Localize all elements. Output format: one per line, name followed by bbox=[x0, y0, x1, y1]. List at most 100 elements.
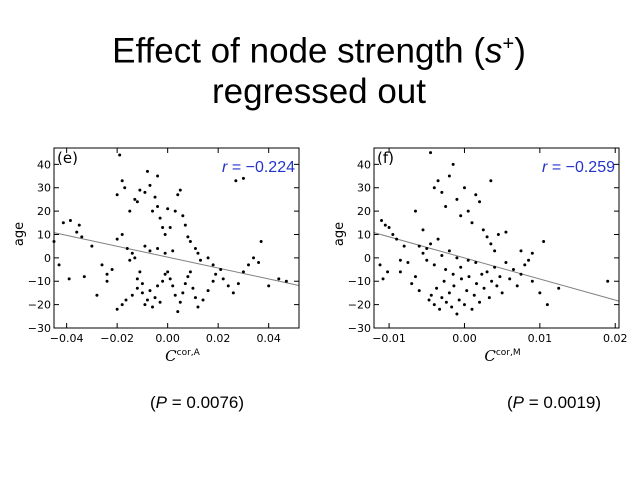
data-point bbox=[135, 277, 139, 281]
data-point bbox=[391, 232, 395, 236]
data-point bbox=[178, 300, 182, 304]
data-point bbox=[135, 286, 139, 290]
data-point bbox=[252, 256, 256, 260]
slide-title-line-2: regressed out bbox=[211, 71, 427, 111]
data-point bbox=[398, 270, 402, 274]
data-point bbox=[481, 228, 485, 232]
x-axis-label-main: C bbox=[484, 347, 496, 365]
data-point bbox=[447, 249, 451, 253]
data-point bbox=[206, 289, 210, 293]
x-tick-label: −0.01 bbox=[372, 332, 406, 345]
data-point bbox=[221, 277, 225, 281]
data-point bbox=[67, 277, 71, 281]
data-point bbox=[421, 251, 425, 255]
title-prefix: Effect of node strength ( bbox=[112, 31, 486, 71]
data-point bbox=[120, 179, 124, 183]
data-point bbox=[413, 209, 417, 213]
data-point bbox=[465, 289, 469, 293]
data-point bbox=[425, 258, 429, 262]
data-point bbox=[530, 279, 534, 283]
data-point bbox=[143, 303, 147, 307]
data-point bbox=[504, 261, 508, 265]
data-point bbox=[163, 272, 167, 276]
data-point bbox=[487, 296, 491, 300]
data-point bbox=[386, 270, 390, 274]
data-point bbox=[171, 249, 175, 253]
data-point bbox=[158, 300, 162, 304]
data-point bbox=[68, 218, 72, 222]
slide-title-line-1: Effect of node strength (s+) bbox=[0, 24, 638, 72]
x-tick-label: 0.00 bbox=[452, 332, 477, 345]
data-point bbox=[75, 230, 79, 234]
data-point bbox=[440, 296, 444, 300]
data-point bbox=[427, 298, 431, 302]
data-point bbox=[493, 265, 497, 269]
data-point bbox=[413, 275, 417, 279]
data-point bbox=[236, 282, 240, 286]
data-point bbox=[432, 186, 436, 190]
data-point bbox=[467, 275, 471, 279]
r-annotation: r = −0.224 bbox=[222, 159, 295, 176]
x-axis-label: Ccor,A bbox=[165, 347, 201, 365]
x-tick-label: 0.00 bbox=[155, 332, 180, 345]
data-point bbox=[257, 261, 261, 265]
data-point bbox=[480, 272, 484, 276]
data-point bbox=[57, 263, 61, 267]
y-axis-label: age bbox=[12, 222, 27, 246]
p-rest-left: = 0.0076) bbox=[167, 393, 245, 412]
data-point bbox=[61, 221, 65, 225]
data-point bbox=[77, 223, 81, 227]
data-point bbox=[557, 286, 561, 290]
x-tick-label: −0.04 bbox=[50, 332, 84, 345]
data-point bbox=[259, 240, 263, 244]
data-point bbox=[284, 279, 288, 283]
data-point bbox=[378, 263, 382, 267]
data-point bbox=[234, 179, 238, 183]
data-point bbox=[161, 279, 165, 283]
data-point bbox=[495, 284, 499, 288]
data-point bbox=[440, 190, 444, 194]
p-value-left: (P = 0.0076) bbox=[150, 393, 244, 413]
y-tick-label: 20 bbox=[37, 205, 51, 218]
p-symbol-left: P bbox=[155, 393, 168, 412]
data-point bbox=[153, 195, 157, 199]
data-point bbox=[156, 284, 160, 288]
data-point bbox=[478, 200, 482, 204]
data-point bbox=[489, 179, 493, 183]
data-point bbox=[432, 303, 436, 307]
data-point bbox=[120, 303, 124, 307]
data-point bbox=[406, 261, 410, 265]
p-open-left: ( bbox=[150, 393, 156, 412]
data-point bbox=[188, 270, 192, 274]
data-point bbox=[474, 261, 478, 265]
data-point bbox=[120, 232, 124, 236]
data-point bbox=[246, 263, 250, 267]
data-point bbox=[115, 237, 119, 241]
y-tick-label: 0 bbox=[44, 252, 51, 265]
data-point bbox=[478, 300, 482, 304]
data-point bbox=[128, 209, 132, 213]
regression-line bbox=[53, 232, 300, 286]
data-point bbox=[459, 277, 463, 281]
data-point bbox=[241, 176, 245, 180]
data-point bbox=[171, 284, 175, 288]
y-tick-label: −30 bbox=[28, 322, 51, 335]
data-point bbox=[523, 263, 527, 267]
data-point bbox=[226, 284, 230, 288]
data-point bbox=[166, 270, 170, 274]
data-point bbox=[490, 279, 494, 283]
data-point bbox=[196, 305, 200, 309]
data-point bbox=[429, 151, 433, 155]
y-tick-label: 30 bbox=[357, 182, 371, 195]
data-point bbox=[462, 186, 466, 190]
y-tick-label: 20 bbox=[357, 205, 371, 218]
data-point bbox=[402, 244, 406, 248]
data-point bbox=[241, 270, 245, 274]
data-point bbox=[115, 193, 119, 197]
data-point bbox=[277, 277, 281, 281]
data-point bbox=[110, 268, 114, 272]
regression-line bbox=[373, 232, 620, 302]
data-point bbox=[417, 244, 421, 248]
data-point bbox=[125, 247, 129, 251]
data-point bbox=[145, 298, 149, 302]
